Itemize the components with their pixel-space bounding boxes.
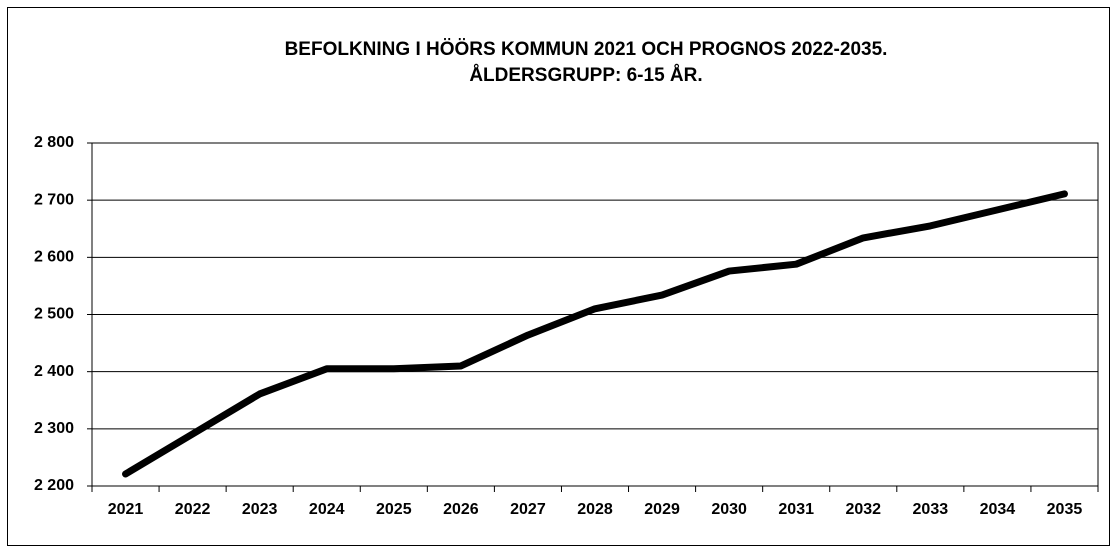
- x-tick-label: 2027: [510, 501, 546, 518]
- plot-frame: [91, 142, 1099, 487]
- chart-title: BEFOLKNING I HÖÖRS KOMMUN 2021 OCH PROGN…: [285, 39, 888, 60]
- x-tick-label: 2028: [577, 501, 613, 518]
- x-tick-label: 2025: [376, 501, 412, 518]
- chart-border: [7, 7, 1110, 546]
- y-tick-label: 2 600: [34, 249, 74, 266]
- x-tick-label: 2033: [913, 501, 949, 518]
- chart-subtitle: ÅLDERSGRUPP: 6-15 ÅR.: [469, 65, 702, 86]
- y-tick-label: 2 800: [34, 134, 74, 151]
- data-line: [122, 190, 1068, 478]
- x-tick-label: 2024: [309, 501, 345, 518]
- x-tick-label: 2035: [1047, 501, 1083, 518]
- x-tick-label: 2032: [845, 501, 881, 518]
- y-tick-label: 2 200: [34, 477, 74, 494]
- x-tick-label: 2030: [711, 501, 747, 518]
- y-tick-label: 2 400: [34, 363, 74, 380]
- x-tick-label: 2029: [644, 501, 680, 518]
- y-tick-label: 2 500: [34, 306, 74, 323]
- y-tick-label: 2 700: [34, 191, 74, 208]
- x-tick-label: 2023: [242, 501, 278, 518]
- x-tick-label: 2026: [443, 501, 479, 518]
- x-tick-label: 2021: [108, 501, 144, 518]
- x-tick-label: 2031: [778, 501, 814, 518]
- x-tick-label: 2022: [175, 501, 211, 518]
- y-tick-label: 2 300: [34, 420, 74, 437]
- x-tick-label: 2034: [980, 501, 1016, 518]
